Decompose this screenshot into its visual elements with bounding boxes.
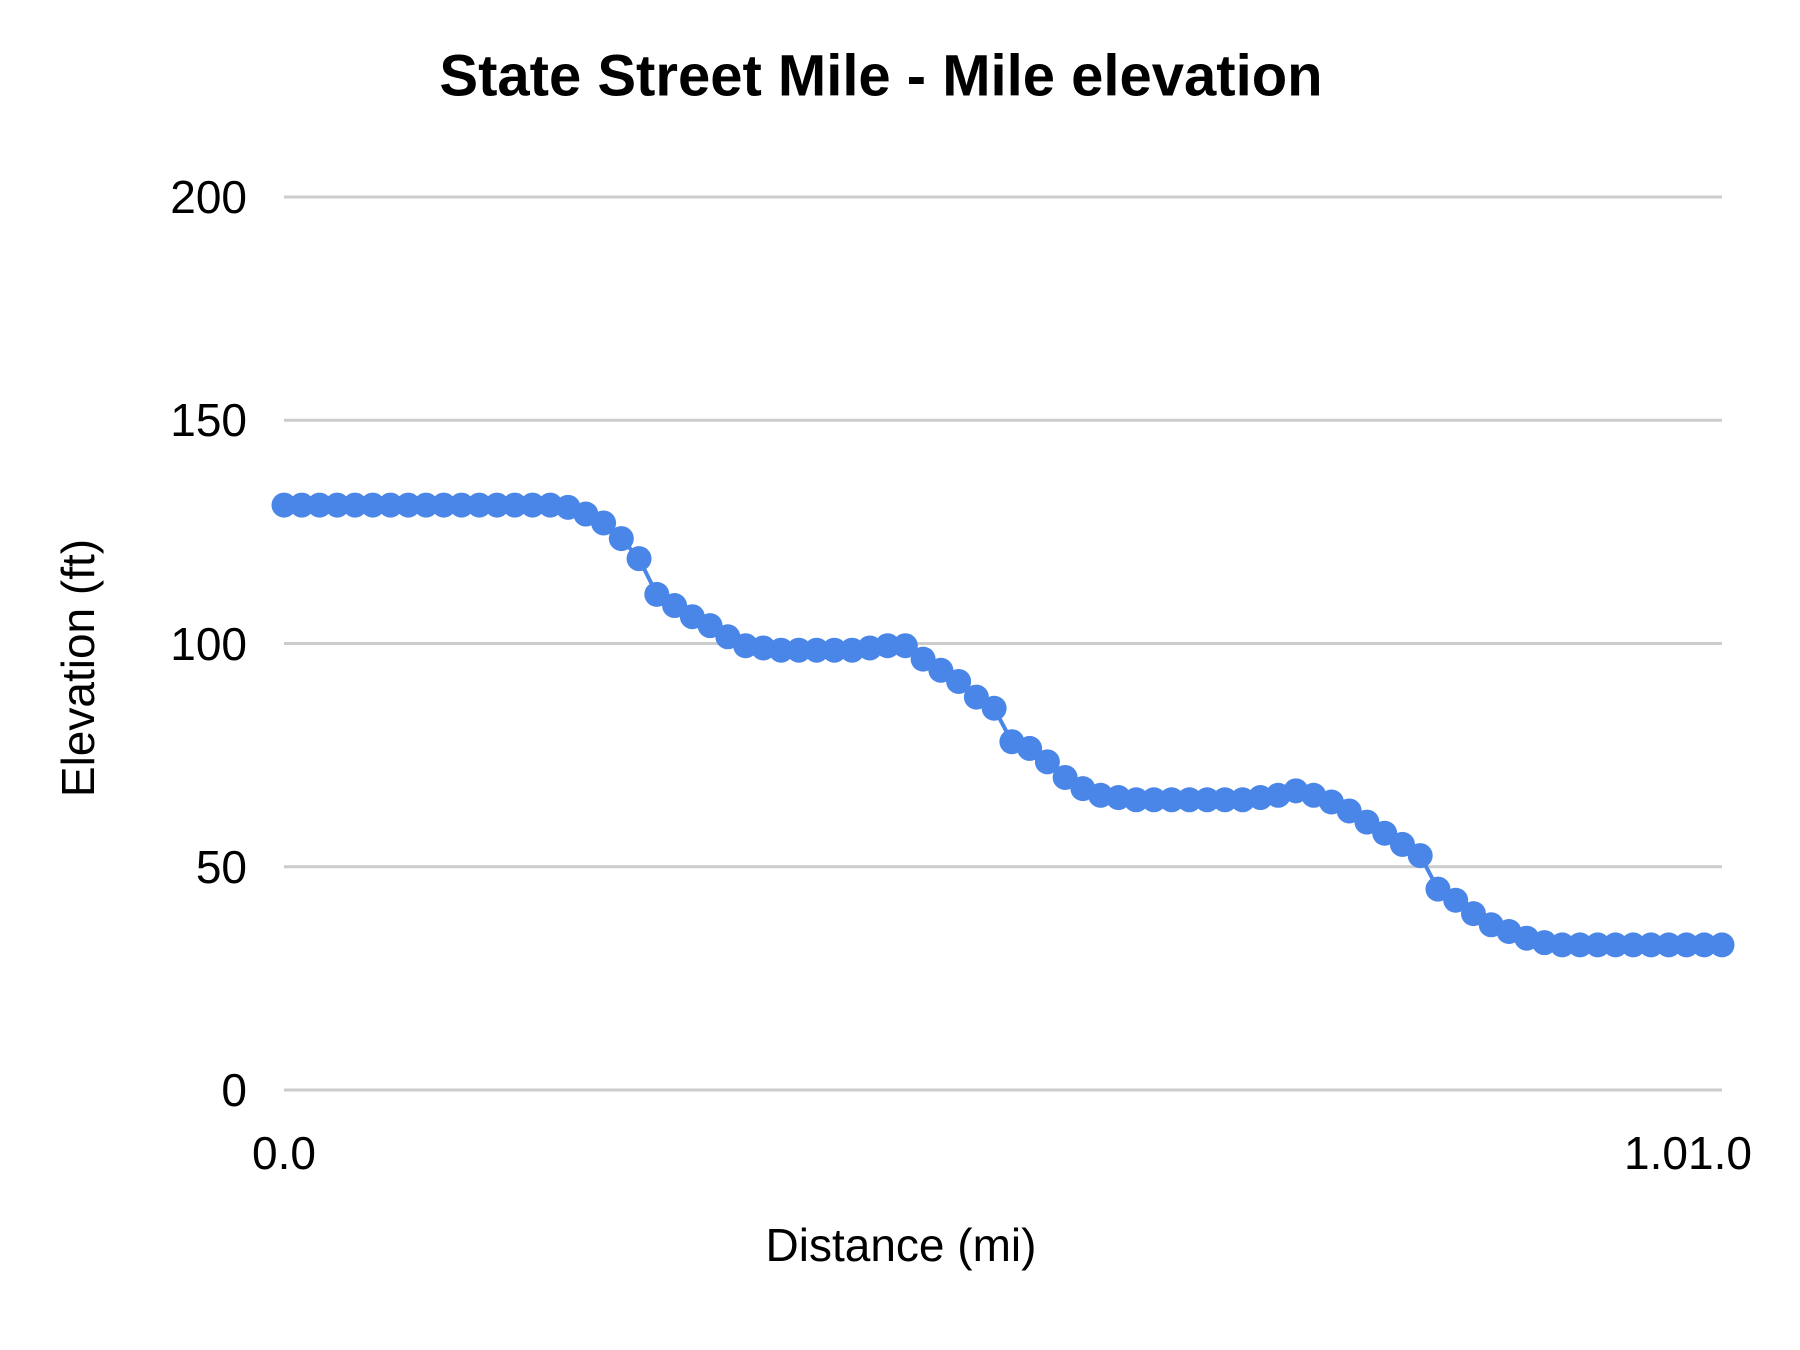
x-tick-label: 1.01.0: [1624, 1127, 1752, 1179]
data-point: [289, 492, 315, 518]
y-tick-label: 150: [170, 394, 247, 447]
data-point: [910, 646, 936, 672]
data-point: [644, 581, 670, 607]
data-point: [1123, 787, 1149, 813]
y-tick-label: 0: [221, 1064, 247, 1116]
data-point: [1159, 787, 1185, 813]
data-point: [1052, 764, 1078, 790]
data-point: [395, 492, 421, 518]
gridlines: [284, 195, 1722, 1092]
data-point: [1691, 932, 1717, 958]
data-point: [1017, 735, 1043, 761]
data-point: [449, 492, 475, 518]
data-point: [378, 492, 404, 518]
data-point: [892, 633, 918, 659]
data-point: [1194, 787, 1220, 813]
data-point: [786, 637, 812, 663]
data-point: [1354, 809, 1380, 835]
series-line: [284, 503, 1722, 947]
data-point: [1389, 831, 1415, 857]
data-point: [1549, 932, 1575, 958]
data-point: [502, 492, 528, 518]
data-point: [431, 492, 457, 518]
elevation-series: [271, 492, 1735, 958]
data-point: [271, 492, 297, 518]
data-point: [626, 546, 652, 572]
data-point: [928, 657, 954, 683]
data-point: [1673, 932, 1699, 958]
data-point: [1141, 787, 1167, 813]
data-point: [1567, 932, 1593, 958]
data-point: [1176, 787, 1202, 813]
x-axis-title: Distance (mi): [765, 1219, 1037, 1271]
data-point: [1443, 887, 1469, 913]
data-point: [608, 526, 634, 552]
chart-title: State Street Mile - Mile elevation: [439, 43, 1323, 109]
y-tick-label: 200: [170, 171, 247, 223]
data-point: [1656, 932, 1682, 958]
data-point: [804, 637, 830, 663]
data-point: [821, 637, 847, 663]
data-point: [662, 593, 688, 619]
data-point: [591, 510, 617, 536]
data-point: [1638, 932, 1664, 958]
data-point: [413, 492, 439, 518]
data-point: [981, 695, 1007, 721]
data-point: [1620, 932, 1646, 958]
data-point: [520, 492, 546, 518]
data-point: [875, 633, 901, 659]
data-point: [1425, 876, 1451, 902]
data-point: [697, 613, 723, 639]
data-point: [324, 492, 350, 518]
data-point: [1709, 932, 1735, 958]
y-tick-label: 100: [170, 617, 247, 670]
data-point: [360, 492, 386, 518]
data-point: [1336, 798, 1362, 824]
data-point: [1585, 932, 1611, 958]
data-point: [342, 492, 368, 518]
data-point: [1602, 932, 1628, 958]
data-point: [307, 492, 333, 518]
x-tick-label: 0.0: [252, 1127, 316, 1179]
data-point: [946, 668, 972, 694]
data-point: [1407, 843, 1433, 869]
y-tick-label: 50: [195, 840, 247, 893]
data-point: [1372, 820, 1398, 846]
data-point: [1460, 901, 1486, 927]
y-axis-title: Elevation (ft): [52, 538, 104, 798]
data-point: [466, 492, 492, 518]
data-point: [484, 492, 510, 518]
data-point: [963, 684, 989, 710]
data-point: [1034, 749, 1060, 775]
data-point: [768, 637, 794, 663]
data-point: [1212, 787, 1238, 813]
